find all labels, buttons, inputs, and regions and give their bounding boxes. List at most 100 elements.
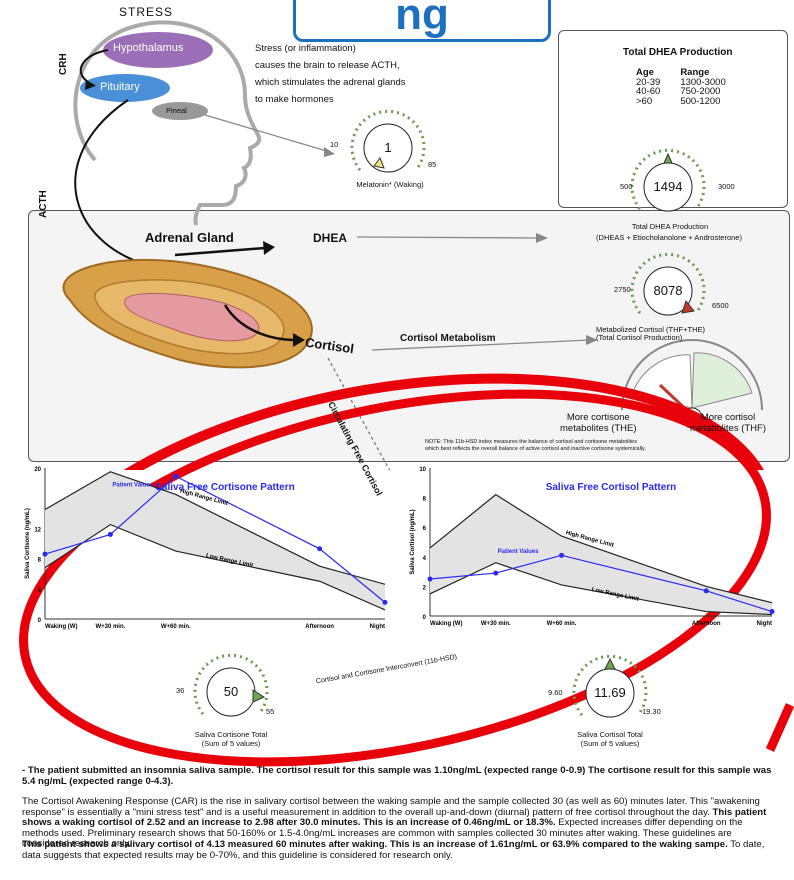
acth-arrow: [74, 99, 161, 269]
patient-point: [769, 609, 775, 615]
low-range-line: [44, 523, 386, 611]
metabolized-sublabel: (Total Cortisol Production): [596, 333, 683, 342]
x-tick-label: W+30 min.: [95, 624, 125, 630]
metabolized-min: 2750: [614, 285, 631, 294]
y-tick-label: 2: [423, 585, 427, 591]
cortisol-total-max: 19.30: [642, 707, 661, 716]
x-tick-label: Waking (W): [45, 624, 77, 630]
cortisone-total-min: 36: [176, 686, 185, 695]
x-tick-label: W+60 min.: [161, 624, 191, 630]
dhea-label: Total DHEA Production: [631, 222, 709, 231]
patient-point: [382, 599, 388, 605]
chart-title: Saliva Free Cortisol Pattern: [546, 482, 677, 493]
dhea-table-title: Total DHEA Production: [623, 47, 733, 58]
patient-point: [493, 570, 499, 576]
patient-point: [559, 552, 565, 558]
balance-right-label: More cortisol metabolites (THF): [690, 412, 767, 434]
melatonin-gauge: [350, 109, 426, 174]
pineal-shape: [152, 102, 208, 120]
cortisone-total-sublabel: (Sum of 5 values): [201, 739, 261, 748]
range-band: [45, 471, 385, 610]
metabolized-max: 6500: [712, 301, 729, 310]
low-range-line: [429, 562, 773, 616]
stress-description: Stress (or inflammation) causes the brai…: [255, 43, 406, 105]
y-tick-label: 0: [38, 618, 42, 624]
cortisol-total-gauge: [572, 654, 648, 719]
title-box: ng: [293, 0, 551, 42]
sixty-minute-paragraph: This patient shows a salivary cortisol o…: [22, 839, 765, 861]
high-range-line: [44, 471, 386, 585]
page-title: ng: [395, 0, 449, 39]
cortisol-total-label: Saliva Cortisol Total: [577, 730, 643, 739]
balance-left-label: More cortisone metabolites (THE): [560, 412, 637, 434]
x-tick-label: W+30 min.: [481, 621, 511, 627]
metabolized-label: Metabolized Cortisol (THF+THE): [596, 325, 705, 334]
pituitary-label: Pituitary: [100, 81, 140, 93]
patient-point: [703, 588, 709, 594]
dhea-max: 3000: [718, 182, 735, 191]
chart-title: Saliva Free Cortisone Pattern: [155, 482, 295, 493]
y-tick-label: 10: [419, 467, 426, 473]
x-tick-label: Waking (W): [430, 621, 462, 627]
adrenal-gland-image: [62, 258, 313, 369]
head-outline: [73, 20, 262, 226]
patient-point: [42, 551, 48, 557]
adrenal-title: Adrenal Gland: [145, 230, 234, 245]
dhea-label-main: DHEA: [313, 231, 348, 245]
hypothalamus-label: Hypothalamus: [113, 42, 184, 54]
cortisol-total-min: 9.60: [548, 688, 563, 697]
y-tick-label: 4: [423, 556, 427, 562]
high-range-line: [429, 493, 773, 604]
metabolized-gauge: [630, 252, 706, 317]
metabolism-label: Cortisol Metabolism: [400, 333, 496, 344]
y-axis-label: Saliva Cortisol (ng/mL): [410, 509, 416, 574]
melatonin-value: 1: [384, 140, 392, 155]
x-tick-label: Night: [757, 621, 772, 627]
patient-values-label: Patient Values: [498, 549, 539, 555]
pituitary-shape: [80, 74, 170, 102]
cortisone-total-gauge: [193, 653, 269, 718]
dhea-sublabel: (DHEAS + Etiocholanolone + Androsterone): [596, 233, 742, 242]
y-tick-label: 12: [34, 527, 41, 533]
patient-point: [427, 576, 433, 582]
cortisol-chart: 0 2 4 6 8 10 Waking (W) W+30 min. W+60 min. After…: [410, 467, 775, 627]
dhea-value: 1494: [653, 179, 683, 194]
insomnia-paragraph: - The patient submitted an insomnia sali…: [22, 765, 772, 787]
balance-note: NOTE: This 11b-HSD index measures the ba…: [425, 439, 646, 452]
dhea-gauge: [630, 148, 706, 213]
x-tick-label: Night: [370, 624, 385, 630]
stress-label: STRESS: [119, 5, 174, 19]
y-tick-label: 4: [38, 588, 42, 594]
dhea-min: 500: [620, 182, 633, 191]
x-tick-label: Afternoon: [692, 621, 721, 627]
x-tick-label: W+60 min.: [547, 621, 577, 627]
cortisone-total-max: 55: [266, 707, 275, 716]
melatonin-max: 85: [428, 160, 437, 169]
cortisone-chart: 0 4 8 12 20 Waking (W) W+30 min. W+60 min. After…: [25, 467, 388, 630]
y-tick-label: 20: [34, 467, 41, 473]
patient-point: [173, 473, 179, 479]
metabolized-value: 8078: [653, 283, 683, 298]
y-tick-label: 8: [423, 497, 427, 503]
cortisone-total-label: Saliva Cortisone Total: [194, 730, 268, 739]
pineal-label: Pineal: [166, 106, 187, 115]
melatonin-label: Melatonin* (Waking): [356, 180, 424, 189]
y-tick-label: 8: [38, 558, 42, 564]
cortisol-total-sublabel: (Sum of 5 values): [580, 739, 640, 748]
cortisol-total-value: 11.69: [594, 685, 626, 700]
x-tick-label: Afternoon: [305, 624, 334, 630]
patient-point: [317, 546, 323, 552]
range-band: [430, 494, 772, 615]
melatonin-min: 10: [330, 140, 339, 149]
hypothalamus-shape: [103, 32, 213, 68]
y-tick-label: 6: [423, 526, 427, 532]
car-paragraph: The Cortisol Awakening Response (CAR) is…: [22, 796, 767, 850]
cortisone-total-value: 50: [223, 684, 239, 699]
patient-values-label: Patient Values: [112, 482, 153, 488]
y-axis-label: Saliva Cortisone (ng/mL): [25, 508, 31, 579]
y-tick-label: 0: [423, 615, 427, 621]
dhea-table: Age 20-39 40-60 >60 Range 1300-3000 750-…: [636, 67, 726, 107]
patient-point: [107, 531, 113, 537]
